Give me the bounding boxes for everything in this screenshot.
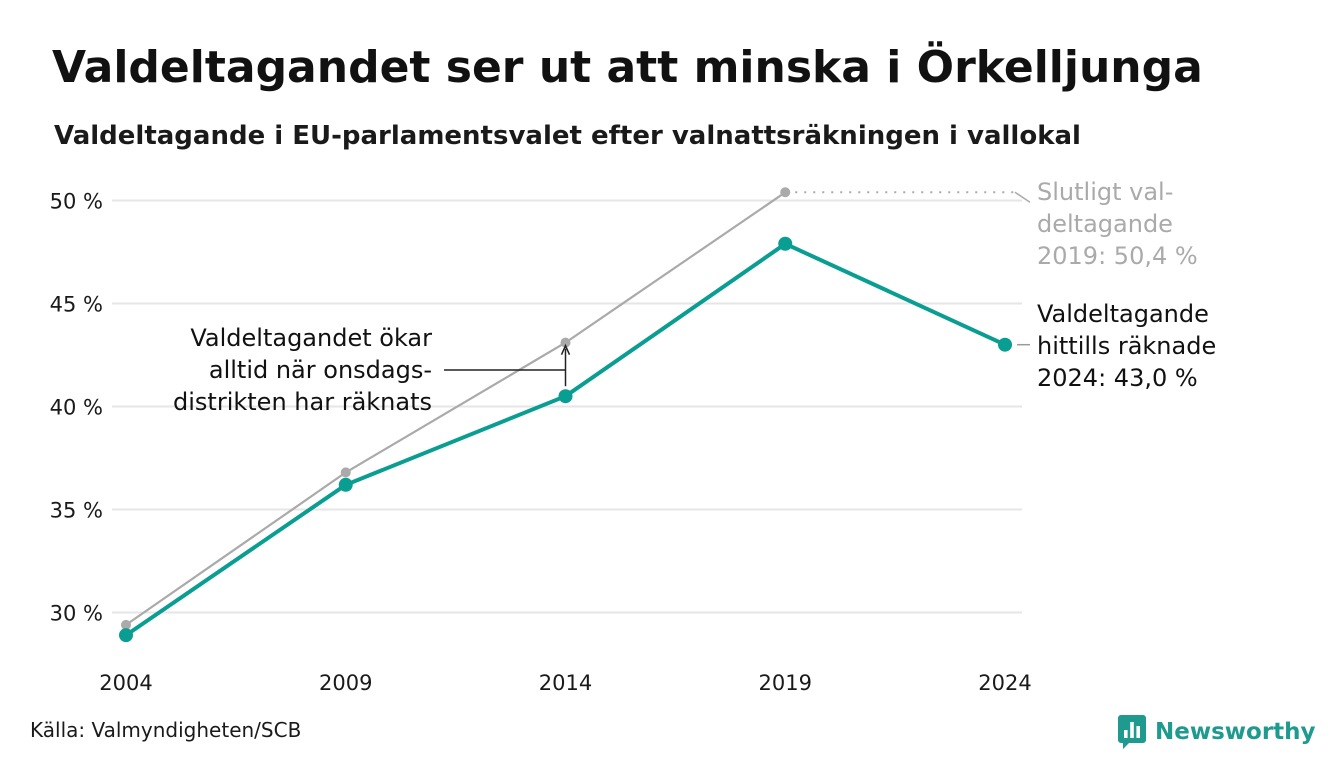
y-tick-label: 50 % <box>50 190 103 214</box>
increase-annotation-line: alltid när onsdags- <box>209 356 432 384</box>
grid-lines <box>112 199 1022 614</box>
counted-turnout-annotation-line: 2024: 43,0 % <box>1037 364 1198 392</box>
y-tick-label: 30 % <box>50 602 103 626</box>
final-turnout-annotation-line: 2019: 50,4 % <box>1037 242 1198 270</box>
counted-turnout-annotation-line: Valdeltagande <box>1037 300 1209 328</box>
final-turnout-point <box>780 187 791 198</box>
y-tick-label: 40 % <box>50 396 103 420</box>
increase-arrow-head <box>560 343 571 355</box>
counted-turnout-point <box>998 337 1012 352</box>
final-turnout-line <box>125 191 786 626</box>
y-tick-label: 35 % <box>50 499 103 523</box>
chart-title: Valdeltagandet ser ut att minska i Örkel… <box>52 42 1203 93</box>
x-tick-label: 2014 <box>539 671 592 695</box>
x-tick-label: 2019 <box>759 671 812 695</box>
chart-subtitle: Valdeltagande i EU-parlamentsvalet efter… <box>54 121 1081 151</box>
data-series <box>119 187 1012 643</box>
counted-turnout-point <box>119 628 133 643</box>
final-turnout-point <box>340 467 351 478</box>
counted-turnout-point <box>338 477 353 492</box>
annotations: Slutligt val-deltagande 2019: 50,4 % Valde… <box>173 178 1216 416</box>
x-tick-label: 2024 <box>978 671 1031 695</box>
x-tick-label: 2004 <box>99 671 152 695</box>
x-tick-label: 2009 <box>319 671 372 695</box>
final-turnout-annotation-line: deltagande <box>1037 210 1173 238</box>
x-axis-ticks: 2004 2009 2014 2019 2024 <box>99 671 1031 695</box>
increase-annotation-line: Valdeltagandet ökar <box>190 324 432 352</box>
brand-name: Newsworthy <box>1155 719 1316 745</box>
final-turnout-leader-tick <box>1014 191 1031 203</box>
final-turnout-point <box>560 337 571 348</box>
y-axis-ticks: 30 % 35 % 40 % 45 % 50 % <box>50 190 103 626</box>
counted-turnout-annotation-line: hittills räknade <box>1037 332 1216 360</box>
increase-annotation-line: distrikten har räknats <box>173 388 432 416</box>
source-note: Källa: Valmyndigheten/SCB <box>30 718 302 742</box>
newsworthy-logo-icon <box>1118 715 1146 749</box>
counted-turnout-point <box>778 236 793 251</box>
counted-turnout-point <box>558 389 573 404</box>
y-tick-label: 45 % <box>50 293 103 317</box>
final-turnout-annotation-line: Slutligt val- <box>1037 178 1173 206</box>
newsworthy-brand: Newsworthy <box>1118 712 1316 752</box>
final-turnout-point <box>121 619 131 630</box>
